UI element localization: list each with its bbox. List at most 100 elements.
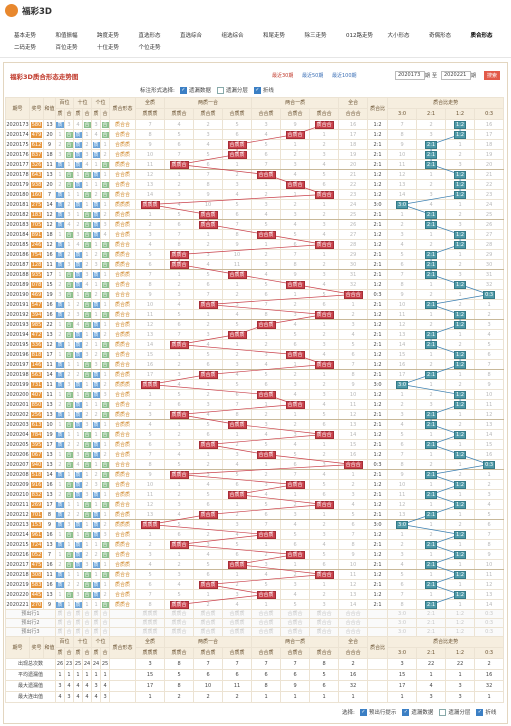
header-cell: 全质 bbox=[135, 636, 166, 648]
hit-cell: 1:2 bbox=[445, 429, 476, 440]
hit-cell: 质合质 bbox=[193, 369, 224, 380]
hit-label: 合 bbox=[65, 481, 73, 488]
header-row: 质合质合质合质质质 质质合 质合质 合质质 合合质 合质合 质合合 合合合 3:0 2:1 1:2 0… bbox=[6, 647, 505, 659]
hit-label: 合 bbox=[101, 411, 109, 418]
hit-label: 质 bbox=[74, 491, 82, 498]
search-button[interactable]: 搜索 bbox=[484, 71, 501, 80]
number: 724 bbox=[30, 541, 43, 548]
hit-cell: 合 bbox=[100, 119, 111, 130]
from-input[interactable]: 2020173 bbox=[395, 71, 425, 80]
checkbox[interactable]: ✓ bbox=[179, 87, 187, 94]
miss-cell: 5 bbox=[251, 439, 282, 450]
checkbox[interactable]: ✓ bbox=[359, 709, 367, 716]
miss-cell: 3 bbox=[193, 249, 224, 260]
checkbox[interactable] bbox=[439, 709, 447, 716]
header-cell: 两质一合 bbox=[164, 636, 253, 648]
stat: 11 bbox=[222, 680, 253, 692]
miss-cell: 8 bbox=[474, 539, 505, 550]
quick-link[interactable]: 最近50期 bbox=[302, 73, 324, 79]
from-unit: 期 bbox=[425, 73, 431, 79]
number: 275 bbox=[30, 201, 43, 208]
stat: 1 bbox=[251, 691, 282, 703]
option[interactable]: 遗漏分层 bbox=[439, 709, 470, 716]
nav-link[interactable]: 直选形态 bbox=[138, 33, 161, 39]
sum: 12 bbox=[43, 239, 56, 250]
checkbox[interactable]: ✓ bbox=[476, 709, 484, 716]
nav-link[interactable]: 和尾走势 bbox=[263, 33, 286, 39]
hit-cell: 1:2 bbox=[445, 359, 476, 370]
number: 961 bbox=[30, 531, 43, 538]
option[interactable]: ✓ 折线 bbox=[253, 87, 274, 94]
checkbox[interactable]: ✓ bbox=[253, 87, 261, 94]
miss-cell: 4 bbox=[73, 119, 84, 130]
hit-label: 合质合 bbox=[285, 400, 305, 409]
nav-link[interactable]: 二码走势 bbox=[14, 45, 37, 51]
number: 308 bbox=[30, 571, 43, 578]
quick-link[interactable]: 最近30期 bbox=[272, 73, 294, 79]
checkbox[interactable] bbox=[216, 87, 224, 94]
nav-link[interactable]: 质合形态 bbox=[470, 33, 493, 39]
option[interactable]: ✓ 折线 bbox=[476, 709, 496, 716]
hit-label: 3:0 bbox=[396, 200, 409, 209]
hit-cell: 1:2 bbox=[445, 569, 476, 580]
to-input[interactable]: 2020221 bbox=[441, 71, 471, 80]
hit-cell: 质 bbox=[55, 359, 65, 370]
miss-cell: 2 bbox=[222, 579, 253, 590]
hit-label: 合质质 bbox=[227, 420, 247, 429]
option[interactable]: ✓ 预出行提示 bbox=[359, 709, 396, 716]
ratio: 2:1 bbox=[367, 539, 389, 550]
nav-link[interactable]: 基本走势 bbox=[14, 33, 37, 39]
number: 445 bbox=[30, 591, 43, 598]
hit-cell: 质 bbox=[55, 189, 65, 200]
data-row: 2020203 613 10 1 合质 3 质 1 合质质 4 1 5 合质质 3 2 6 13 2:1 4 2:1 2… bbox=[5, 419, 505, 430]
quick-link[interactable]: 最近100期 bbox=[332, 73, 357, 79]
nav-link[interactable]: 组选综合 bbox=[221, 33, 244, 39]
nav-link[interactable]: 大小形态 bbox=[387, 33, 410, 39]
option[interactable]: 遗漏分层 bbox=[216, 87, 248, 94]
nav-link[interactable]: 012路走势 bbox=[346, 33, 373, 39]
hit-label: 质 bbox=[92, 591, 100, 598]
hit-label: 合 bbox=[65, 401, 73, 408]
option[interactable]: ✓ 遗漏数据 bbox=[179, 87, 211, 94]
miss-cell: 1 bbox=[73, 499, 84, 510]
sum: 18 bbox=[43, 149, 56, 160]
number: 940 bbox=[30, 461, 43, 468]
nav-link[interactable]: 十位走势 bbox=[97, 45, 120, 51]
checkbox[interactable]: ✓ bbox=[402, 709, 410, 716]
stat: 1 bbox=[338, 691, 369, 703]
hit-label: 质 bbox=[92, 511, 100, 518]
miss-cell: 5 bbox=[251, 219, 282, 230]
form: 质合质 bbox=[109, 209, 137, 220]
miss-cell: 1 bbox=[55, 349, 65, 360]
miss-cell: 11 bbox=[387, 159, 418, 170]
miss-cell: 3 bbox=[73, 449, 84, 460]
nav-link[interactable]: 奇偶形态 bbox=[429, 33, 452, 39]
nav-link[interactable]: 除三走势 bbox=[304, 33, 327, 39]
hit-cell: 合 bbox=[100, 339, 111, 350]
miss-cell: 13 bbox=[338, 589, 369, 600]
miss-cell: 3 bbox=[164, 499, 195, 510]
hit-label: 合 bbox=[83, 571, 91, 578]
hit-cell: 质合质 bbox=[193, 439, 224, 450]
nav-link[interactable]: 百位走势 bbox=[55, 45, 78, 51]
option-label: 折线 bbox=[262, 88, 274, 94]
hit-label: 2:1 bbox=[425, 270, 438, 279]
hit-label: 合 bbox=[101, 481, 109, 488]
miss-cell: 6 bbox=[338, 519, 369, 530]
miss-cell: 1 bbox=[309, 509, 340, 520]
logo-text: 福彩3D bbox=[22, 7, 52, 17]
sum: 17 bbox=[43, 269, 56, 280]
stat: 3 bbox=[416, 691, 447, 703]
nav-link[interactable]: 个位走势 bbox=[138, 45, 161, 51]
nav-link[interactable]: 和值振幅 bbox=[55, 33, 78, 39]
hit-label: 质 bbox=[74, 181, 82, 188]
miss-cell: 1 bbox=[82, 469, 93, 480]
nav-link[interactable]: 跨度走势 bbox=[97, 33, 120, 39]
miss-cell: 1 bbox=[91, 179, 102, 190]
hit-label: 质合合 bbox=[314, 240, 334, 249]
ratio: 1:2 bbox=[367, 549, 389, 560]
nav-link[interactable]: 直选综合 bbox=[180, 33, 203, 39]
stat: 4 bbox=[73, 680, 84, 692]
option[interactable]: ✓ 遗漏数据 bbox=[402, 709, 433, 716]
